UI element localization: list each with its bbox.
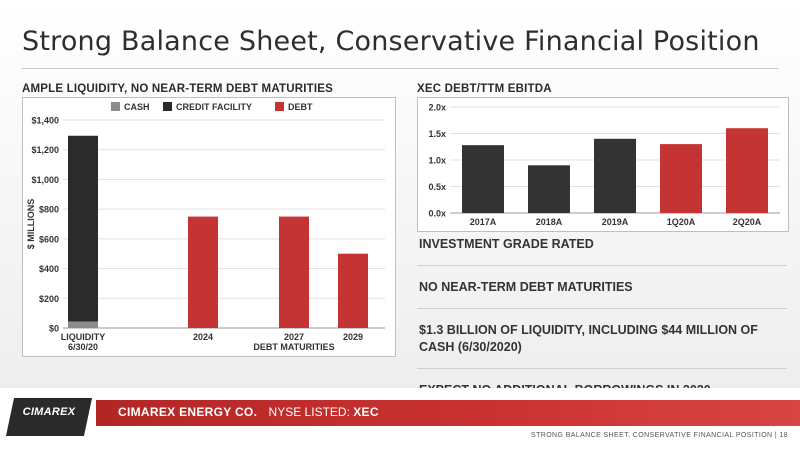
x-tick-label: 1Q20A: [667, 217, 696, 227]
legend-label: CREDIT FACILITY: [176, 102, 252, 112]
logo-wordmark: CIMAREX: [22, 406, 76, 418]
ebitda-chart-panel: 0.0x 0.5x 1.0x 1.5x 2.0x 2017A 2018A 2019A 1Q20A…: [417, 97, 789, 232]
ebitda-bar: [594, 138, 636, 213]
y-tick-label: $1,400: [31, 116, 59, 126]
bar-debt: [338, 253, 368, 328]
x-axis-title: DEBT MATURITIES: [253, 342, 334, 352]
x-tick-label: 2027: [284, 332, 304, 342]
company-bar: [96, 400, 800, 426]
y-tick-label: 0.0x: [428, 209, 446, 219]
y-tick-label: $1,000: [31, 175, 59, 185]
ebitda-chart: 0.0x 0.5x 1.0x 1.5x 2.0x 2017A 2018A 2019A 1Q20A…: [428, 103, 780, 227]
company-name: CIMAREX ENERGY CO.: [118, 405, 258, 419]
ebitda-bar: [462, 145, 504, 213]
legend-label: CASH: [124, 102, 150, 112]
page-label: STRONG BALANCE SHEET, CONSERVATIVE FINAN…: [531, 432, 788, 439]
x-tick-label: 2018A: [536, 217, 563, 227]
page-title: Strong Balance Sheet, Conservative Finan…: [22, 26, 760, 57]
bar-debt: [188, 216, 218, 328]
legend-label: DEBT: [288, 102, 313, 112]
bar-debt: [279, 216, 309, 328]
legend-swatch: [275, 102, 284, 111]
legend-swatch: [163, 102, 172, 111]
ebitda-bar: [660, 144, 702, 213]
bullet-investment-grade: INVESTMENT GRADE RATED: [417, 236, 787, 266]
y-tick-label: $400: [39, 264, 59, 274]
x-tick-label: 2Q20A: [733, 217, 762, 227]
y-tick-label: $600: [39, 234, 59, 244]
ebitda-bar: [726, 128, 768, 213]
liquidity-chart: $0 $200 $400 $600 $800 $1,000 $1,200 $1,400 $ MI…: [26, 102, 385, 352]
legend-swatch: [111, 102, 120, 111]
ebitda-heading: XEC DEBT/TTM EBITDA: [417, 83, 552, 95]
y-tick-label: 1.5x: [428, 129, 446, 139]
ebitda-bar: [528, 165, 570, 213]
x-tick-label: 6/30/20: [68, 342, 98, 352]
y-tick-label: 2.0x: [428, 103, 446, 113]
bullet-liquidity: $1.3 BILLION OF LIQUIDITY, INCLUDING $44…: [417, 322, 787, 369]
x-tick-label: 2029: [343, 332, 363, 342]
y-tick-label: 0.5x: [428, 182, 446, 192]
y-tick-label: $0: [49, 324, 59, 334]
x-tick-label: 2017A: [470, 217, 497, 227]
x-tick-label: LIQUIDITY: [61, 332, 106, 342]
bullet-no-maturities: NO NEAR-TERM DEBT MATURITIES: [417, 279, 787, 309]
y-axis-title: $ MILLIONS: [26, 199, 36, 250]
liquidity-heading: AMPLE LIQUIDITY, NO NEAR-TERM DEBT MATUR…: [22, 83, 333, 95]
ticker: XEC: [353, 405, 379, 419]
x-tick-label: 2019A: [602, 217, 629, 227]
y-tick-label: $200: [39, 294, 59, 304]
bar-cash: [68, 321, 98, 328]
liquidity-chart-panel: $0 $200 $400 $600 $800 $1,000 $1,200 $1,400 $ MI…: [22, 97, 396, 357]
x-tick-label: 2024: [193, 332, 213, 342]
bar-credit-facility: [68, 135, 98, 322]
y-tick-label: $800: [39, 205, 59, 215]
title-divider: [22, 68, 778, 69]
y-tick-label: 1.0x: [428, 156, 446, 166]
company-line: CIMAREX ENERGY CO. NYSE LISTED: XEC: [118, 405, 379, 419]
listing-prefix: NYSE LISTED:: [268, 405, 350, 419]
y-tick-label: $1,200: [31, 145, 59, 155]
